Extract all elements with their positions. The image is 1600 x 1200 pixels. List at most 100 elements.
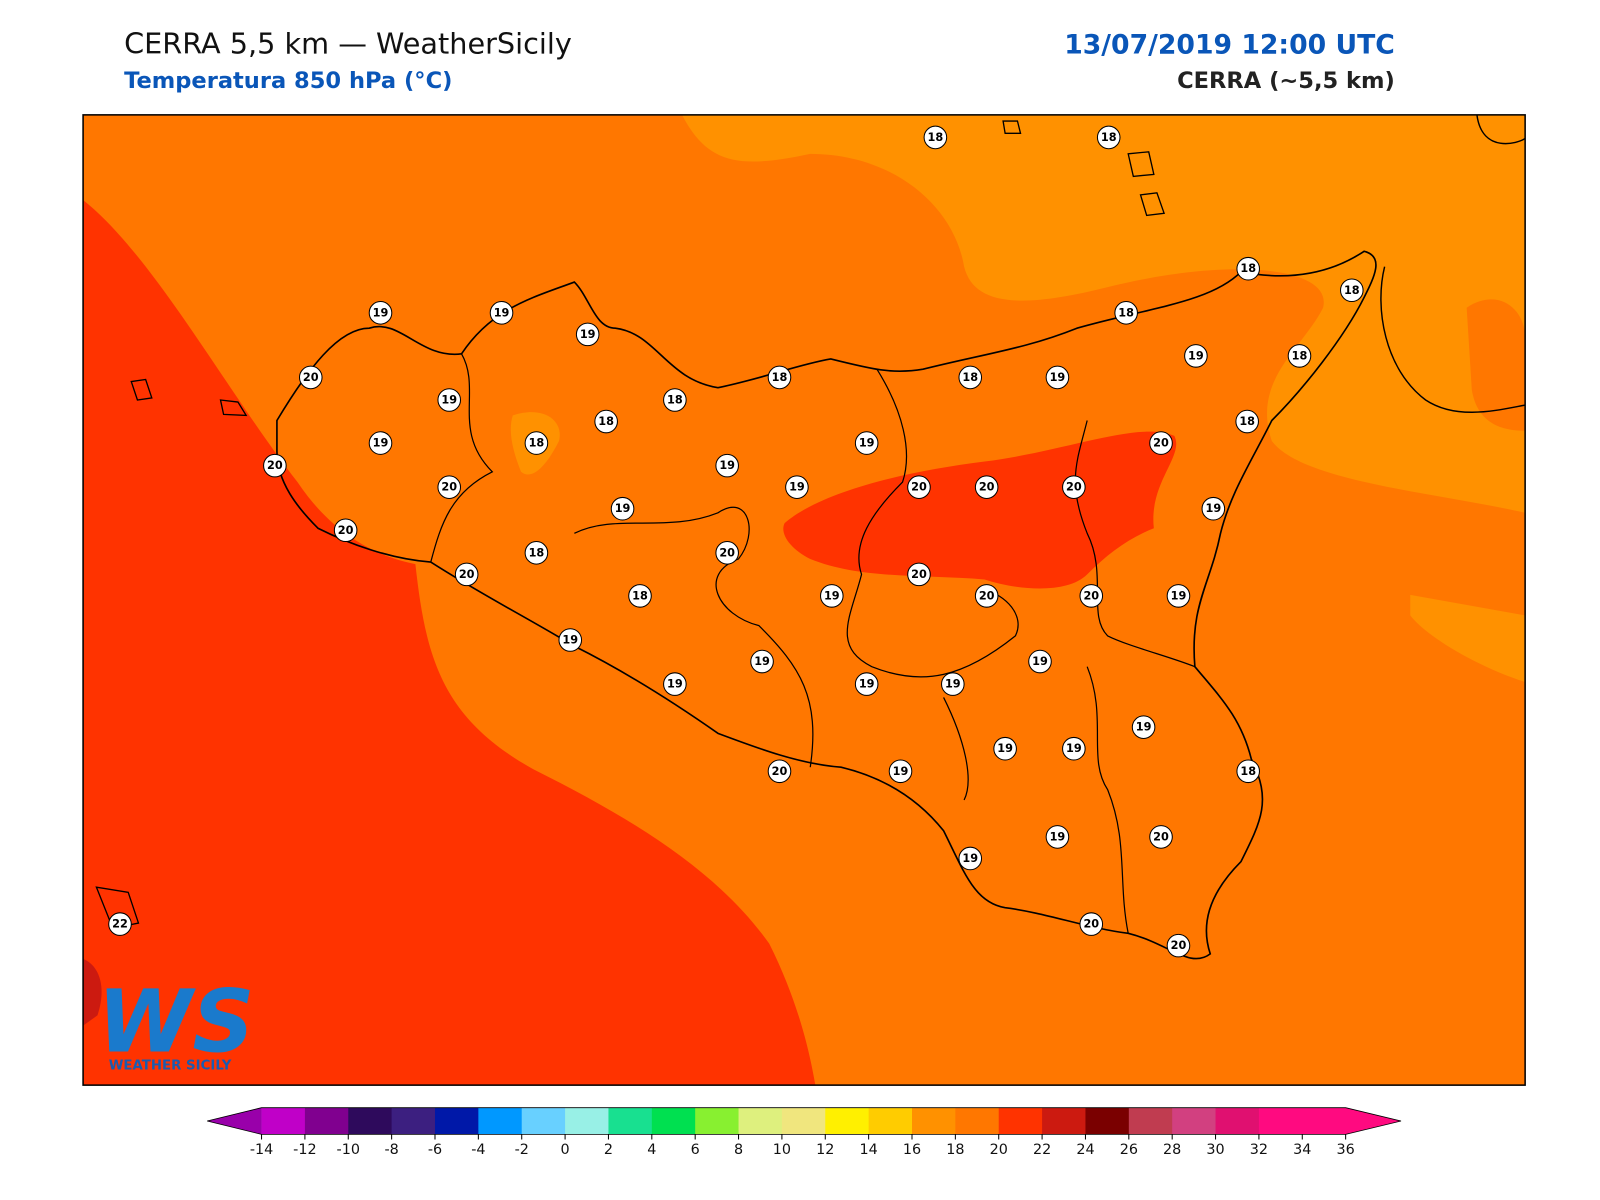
station-marker [1166, 584, 1191, 608]
station-value: 18 [1240, 262, 1256, 275]
colorbar-swatch [1042, 1107, 1086, 1135]
warm-area [83, 199, 816, 1086]
station: 19 [368, 301, 393, 325]
cool-area [682, 114, 1526, 513]
station: 20 [907, 562, 931, 587]
station-marker [767, 365, 792, 390]
station-value: 19 [1050, 830, 1066, 843]
station-marker [1287, 344, 1312, 368]
station-marker [958, 365, 983, 390]
station-marker [974, 584, 999, 608]
station-marker [1201, 496, 1226, 521]
station: 19 [750, 649, 774, 674]
logo-text: WEATHER SICILY [109, 1059, 232, 1074]
logo: WS WEATHER SICILY [97, 972, 254, 1073]
station: 20 [333, 518, 358, 543]
colorbar-swatch [781, 1107, 826, 1135]
station: 20 [454, 562, 479, 587]
colorbar-tick-label: 6 [691, 1142, 700, 1158]
colorbar-tick-label: -12 [293, 1142, 316, 1158]
colorbar-swatch [1258, 1107, 1303, 1135]
station-value: 19 [789, 481, 805, 494]
station: 19 [941, 672, 965, 696]
station-marker [368, 431, 393, 455]
station: 18 [767, 365, 792, 390]
station-value: 18 [1240, 765, 1256, 778]
colorbar-swatch [434, 1107, 479, 1135]
colorbar-swatch [304, 1107, 349, 1135]
colorbar-swatch [261, 1107, 306, 1135]
colorbar-tick-label: 36 [1337, 1142, 1355, 1158]
station-marker [298, 365, 323, 390]
station: 20 [974, 584, 999, 608]
station-marker [594, 409, 618, 434]
station-marker [1079, 912, 1104, 936]
colorbar-tick-label: -10 [337, 1142, 360, 1158]
station-marker [1131, 715, 1156, 739]
model: CERRA (~5,5 km) [1177, 68, 1395, 94]
colorbar-tick-label: 20 [990, 1142, 1008, 1158]
colorbar-swatch [738, 1107, 783, 1135]
station: 20 [974, 475, 999, 499]
station-marker [610, 496, 635, 521]
station-value: 20 [772, 765, 788, 778]
station: 18 [923, 125, 948, 150]
station: 20 [1166, 933, 1191, 958]
station-marker [715, 541, 739, 565]
station-value: 18 [1118, 306, 1134, 319]
station-marker [663, 672, 687, 696]
station-marker [263, 453, 287, 478]
colorbar-tick-label: 22 [1033, 1142, 1051, 1158]
calabria-coast [1380, 114, 1526, 413]
station-marker [854, 431, 879, 455]
station: 22 [108, 912, 132, 936]
colorbar-swatch [1128, 1107, 1173, 1135]
station-marker [1166, 933, 1191, 958]
colorbar-swatch [348, 1107, 393, 1135]
station: 20 [1079, 584, 1104, 608]
station-value: 20 [911, 568, 927, 581]
station-marker [1062, 736, 1086, 761]
station-marker [819, 584, 844, 608]
station-value: 18 [962, 371, 978, 384]
station-marker [1235, 409, 1259, 434]
station: 19 [489, 301, 514, 325]
station-value: 20 [267, 459, 283, 472]
colorbar-swatch [651, 1107, 696, 1135]
station-value: 19 [945, 678, 961, 691]
colorbar-tick-label: 18 [946, 1142, 964, 1158]
station-marker [437, 388, 462, 412]
station-value: 18 [667, 394, 683, 407]
colorbar-swatch [478, 1107, 523, 1135]
colorbar-swatch [1085, 1107, 1130, 1135]
field [1466, 299, 1526, 431]
station-value: 18 [1292, 349, 1308, 362]
station-value: 22 [112, 918, 128, 931]
station-value: 20 [1171, 939, 1187, 952]
station: 18 [1235, 409, 1259, 434]
station: 18 [594, 409, 618, 434]
station-marker [437, 475, 462, 499]
station-value: 19 [859, 678, 875, 691]
station-marker [575, 322, 600, 347]
station-value: 20 [1083, 918, 1099, 931]
station-value: 19 [667, 678, 683, 691]
station-marker [993, 736, 1017, 761]
station-value: 19 [754, 655, 770, 668]
title: CERRA 5,5 km — WeatherSicily [124, 26, 572, 60]
station: 20 [1149, 431, 1173, 455]
station-marker [767, 759, 792, 784]
station: 19 [368, 431, 393, 455]
station-marker [524, 541, 549, 565]
station-value: 18 [928, 131, 944, 144]
station: 20 [263, 453, 287, 478]
station-value: 18 [772, 371, 788, 384]
station-value: 19 [580, 328, 596, 341]
sicily-coast [276, 250, 1377, 960]
station-value: 19 [893, 765, 909, 778]
colorbar-swatch [695, 1107, 740, 1135]
station: 18 [1287, 344, 1312, 368]
station: 18 [524, 431, 549, 455]
station: 19 [1062, 736, 1086, 761]
